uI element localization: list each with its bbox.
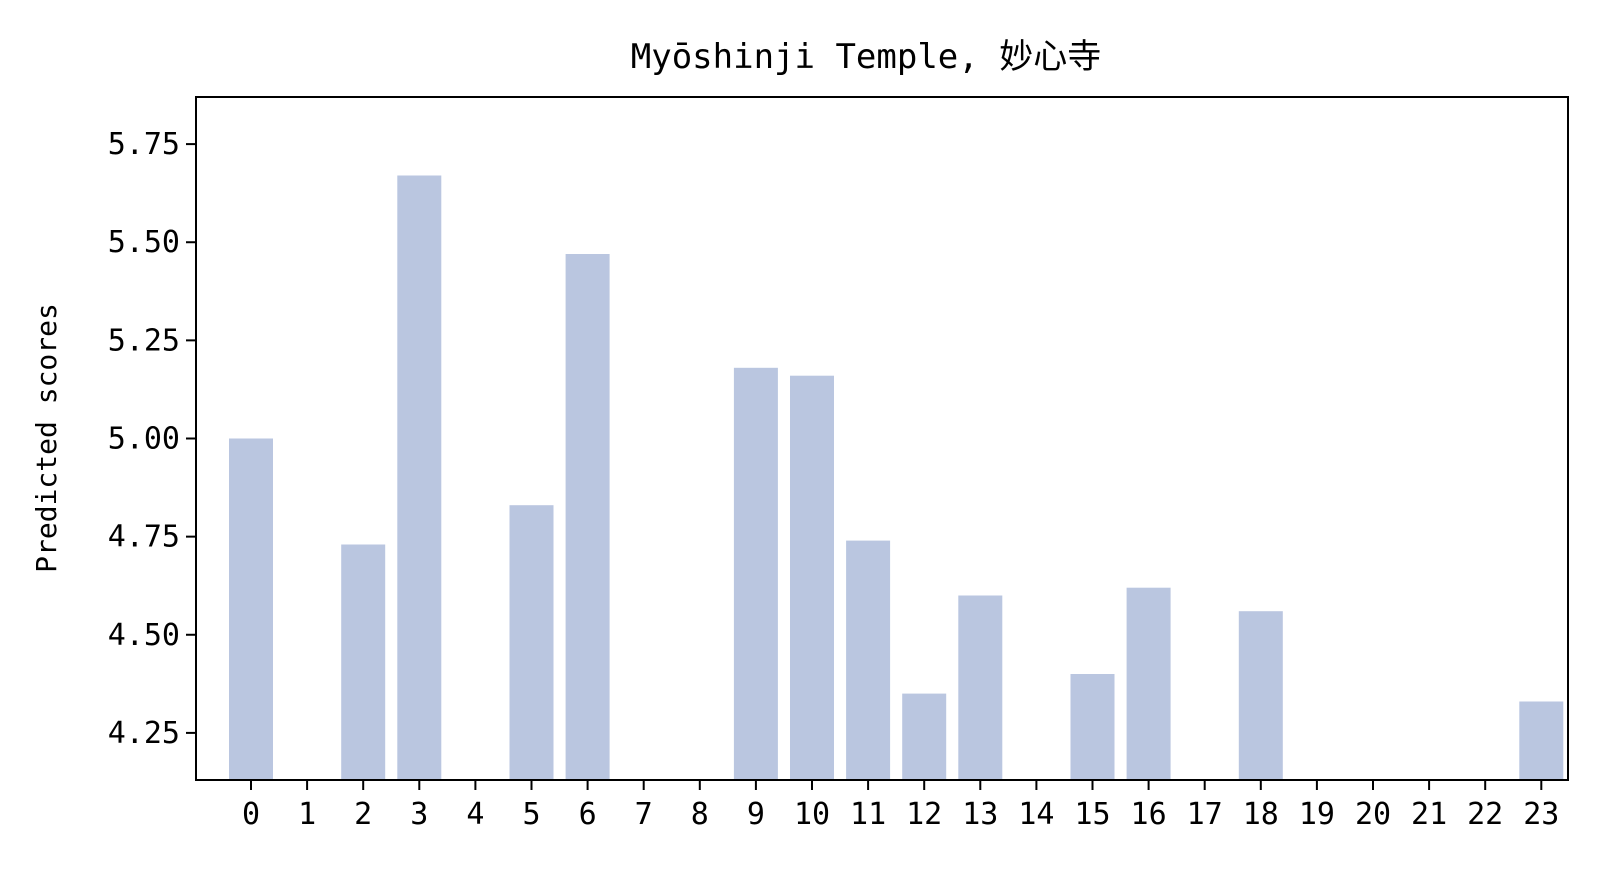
x-tick-label: 19 [1299,797,1335,832]
x-tick-label: 15 [1074,797,1110,832]
y-tick-label: 4.75 [108,520,180,555]
x-tick-label: 5 [522,797,540,832]
bar-2 [341,544,386,780]
x-tick-label: 0 [242,797,260,832]
bar-3 [397,175,442,780]
bar-15 [1070,674,1115,780]
bar-6 [565,254,610,780]
bars-group [229,175,1564,780]
x-tick-label: 13 [962,797,998,832]
y-tick-label: 4.50 [108,618,180,653]
x-tick-label: 4 [466,797,484,832]
x-tick-label: 9 [747,797,765,832]
bar-23 [1519,701,1564,780]
x-tick-label: 21 [1411,797,1447,832]
bar-0 [229,438,273,780]
x-tick-label: 10 [794,797,830,832]
x-tick-label: 12 [906,797,942,832]
x-tick-label: 6 [579,797,597,832]
bar-12 [902,693,947,780]
chart-title: Myōshinji Temple, 妙心寺 [631,37,1101,77]
x-tick-label: 17 [1187,797,1223,832]
x-tick-label: 3 [410,797,428,832]
x-tick-label: 20 [1355,797,1391,832]
bar-10 [790,375,834,780]
bar-16 [1126,587,1171,780]
x-tick-label: 14 [1018,797,1054,832]
y-tick-label: 5.50 [108,225,180,260]
x-tick-label: 18 [1243,797,1279,832]
y-axis: 4.25 4.50 4.75 5.00 5.25 5.50 5.75 [108,127,196,751]
bar-11 [846,540,891,780]
y-axis-title: Predicted scores [30,303,63,573]
x-tick-label: 22 [1467,797,1503,832]
bar-9 [733,367,778,780]
y-tick-label: 4.25 [108,716,180,751]
x-tick-label: 16 [1131,797,1167,832]
x-tick-label: 23 [1523,797,1559,832]
x-axis: 0 1 2 3 4 5 6 7 8 9 10 11 12 13 14 15 16 17 18 19 20 21 22 23 [242,780,1559,832]
bar-5 [509,505,554,780]
x-tick-label: 11 [850,797,886,832]
y-tick-label: 5.25 [108,323,180,358]
x-tick-label: 1 [298,797,316,832]
bar-13 [958,595,1003,780]
x-tick-label: 7 [635,797,653,832]
x-tick-label: 8 [691,797,709,832]
y-tick-label: 5.75 [108,127,180,162]
y-tick-label: 5.00 [108,422,180,457]
bar-18 [1238,611,1283,780]
x-tick-label: 2 [354,797,372,832]
